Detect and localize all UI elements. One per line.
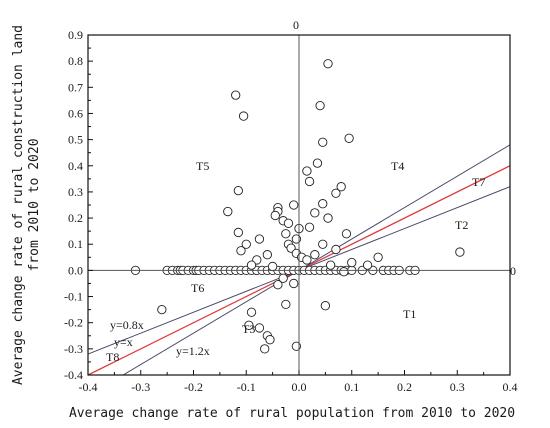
data-point: [325, 260, 336, 270]
data-point: [289, 200, 299, 210]
y-tick-label: 0.2: [68, 211, 83, 225]
plot-frame: [87, 34, 511, 376]
data-point: [347, 257, 357, 268]
region-label-t6: T6: [191, 281, 204, 295]
data-point: [315, 100, 325, 111]
data-point: [265, 335, 275, 345]
data-point: [244, 320, 254, 330]
data-point: [254, 323, 265, 333]
data-point: [278, 273, 288, 283]
data-point: [323, 213, 333, 223]
data-point: [455, 247, 465, 257]
data-point: [341, 229, 352, 239]
data-point: [246, 307, 257, 317]
data-point: [157, 304, 167, 315]
data-point: [318, 199, 328, 209]
data-point: [362, 260, 373, 270]
data-point: [302, 166, 312, 176]
data-point: [331, 188, 341, 198]
x-axis-title: Average change rate of rural population …: [69, 406, 515, 421]
data-point: [260, 344, 270, 354]
y-tick-label: 0.5: [68, 133, 83, 147]
data-point: [304, 176, 315, 187]
y-tick-label: -0.1: [64, 290, 83, 304]
region-label-t7: T7: [472, 175, 485, 189]
data-point: [310, 208, 320, 218]
data-point: [262, 250, 272, 260]
data-point: [270, 210, 280, 221]
x-tick-label: 0.0: [292, 380, 307, 394]
data-point: [238, 111, 249, 121]
data-point: [336, 182, 346, 192]
y-tick-label: 0.4: [68, 159, 83, 173]
data-point: [223, 206, 233, 217]
x-tick-label: -0.3: [131, 380, 150, 394]
y-tick-label: 0.1: [68, 237, 83, 251]
data-point: [310, 250, 320, 260]
data-point: [318, 137, 328, 147]
data-point: [231, 90, 241, 100]
region-label-t4: T4: [391, 159, 404, 173]
data-point: [331, 244, 341, 255]
data-point: [373, 252, 383, 262]
data-point: [289, 278, 299, 289]
data-point: [320, 301, 331, 311]
x-tick-label: 0.2: [397, 380, 412, 394]
region-label-t2: T2: [455, 218, 468, 232]
data-point: [302, 255, 312, 265]
x-tick-label: -0.2: [184, 380, 203, 394]
y-tick-label: 0.3: [68, 185, 83, 199]
data-point: [254, 234, 265, 244]
data-point: [339, 267, 349, 277]
y-tick-label: 0.9: [68, 28, 83, 42]
y-axis-title-line2: from 2010 to 2020: [27, 138, 42, 271]
region-label-t3: T3: [242, 322, 255, 336]
y-tick-label: -0.4: [64, 368, 83, 382]
data-point: [344, 133, 354, 143]
x-tick-label: -0.1: [237, 380, 256, 394]
y-tick-label: 0.7: [68, 80, 83, 94]
data-point: [273, 280, 283, 290]
y-tick-label: 0.8: [68, 54, 83, 68]
line-label-0-8x: y=0.8x: [110, 318, 144, 332]
data-point: [241, 239, 251, 249]
data-point: [291, 341, 302, 351]
reference-line-3: [122, 144, 511, 376]
origin-label-right: 0: [510, 264, 516, 278]
line-label-x: y=x: [114, 335, 133, 349]
region-label-t1: T1: [403, 307, 416, 321]
x-tick-label: 0.3: [450, 380, 465, 394]
x-tick-label: -0.4: [79, 380, 98, 394]
origin-label-top: 0: [293, 18, 299, 32]
data-point: [283, 218, 294, 228]
region-label-t5: T5: [196, 159, 209, 173]
y-tick-label: -0.3: [64, 342, 83, 356]
data-point: [281, 299, 291, 310]
x-tick-label: 0.1: [344, 380, 359, 394]
data-point: [291, 234, 302, 244]
region-label-t8: T8: [106, 350, 119, 364]
x-tick-label: 0.4: [503, 380, 518, 394]
y-axis-ticks: -0.4 -0.3 -0.2 -0.1 0.0 0.1 0.2 0.3 0.4 0.5 0.6 0.7…: [64, 28, 93, 382]
data-point: [246, 260, 257, 270]
data-point: [312, 158, 323, 168]
y-axis-title-line1: Average change rate of rural constructio…: [11, 25, 26, 385]
x-axis-ticks: -0.4 -0.3 -0.2 -0.1 0.0 0.1 0.2 0.3 0.4: [79, 370, 518, 394]
data-point: [236, 246, 246, 256]
data-point: [318, 239, 328, 249]
line-label-1-2x: y=1.2x: [176, 344, 210, 358]
y-tick-label: -0.2: [64, 316, 83, 330]
data-point: [233, 227, 243, 238]
y-tick-label: 0.0: [68, 263, 83, 277]
data-point: [323, 59, 333, 69]
y-tick-label: 0.6: [68, 106, 83, 120]
data-point: [267, 261, 278, 272]
data-point: [281, 229, 291, 239]
y-axis-title-group: Average change rate of rural constructio…: [11, 25, 42, 385]
data-point: [233, 185, 243, 196]
data-point: [304, 222, 315, 232]
